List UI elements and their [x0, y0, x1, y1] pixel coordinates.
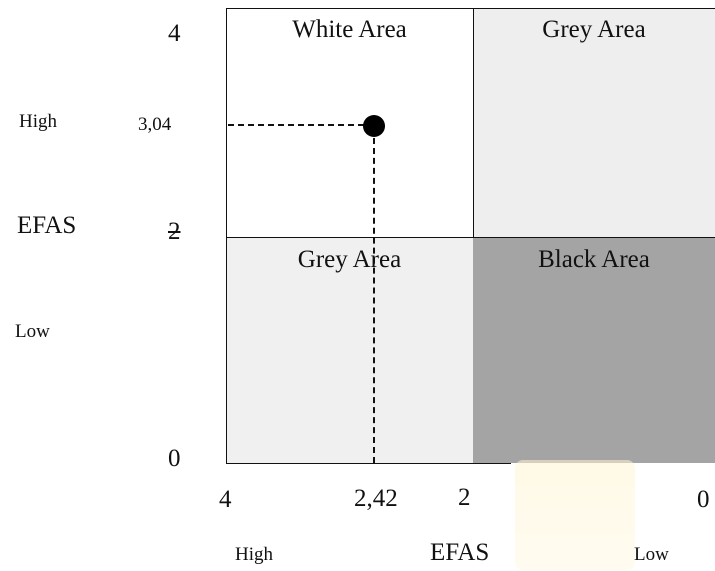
left-axis-line — [226, 8, 227, 464]
y-tick-0: 0 — [168, 445, 181, 472]
dashed-guide-vertical — [373, 128, 375, 463]
x-tick-0: 0 — [697, 486, 710, 513]
quadrant-black-area — [473, 237, 715, 463]
y-low-label: Low — [15, 321, 50, 342]
quadrant-white-area — [226, 8, 473, 237]
vertical-divider — [473, 8, 474, 237]
y-axis-title: EFAS — [17, 212, 77, 239]
dashed-guide-horizontal — [228, 124, 374, 126]
y-tick-2: 2 — [168, 218, 181, 245]
x-point-value-label: 2,42 — [354, 485, 398, 512]
horizontal-divider — [226, 237, 715, 238]
y-high-label: High — [19, 111, 57, 132]
outer-border-top — [226, 8, 715, 9]
x-high-label: High — [235, 544, 273, 565]
y-tick-4: 4 — [168, 20, 181, 47]
bottom-axis-line — [226, 463, 511, 464]
x-tick-2: 2 — [458, 484, 471, 511]
x-low-label: Low — [634, 544, 669, 565]
x-tick-4: 4 — [219, 486, 232, 513]
quadrant-grey-area-top-right — [473, 8, 715, 237]
x-axis-title: EFAS — [430, 539, 490, 566]
label-grey-area-top-right: Grey Area — [542, 16, 646, 43]
label-grey-area-bottom-left: Grey Area — [297, 246, 402, 273]
label-black-area: Black Area — [538, 246, 650, 273]
label-white-area: White Area — [292, 16, 407, 43]
quadrant-grey-area-bottom-left — [226, 237, 473, 463]
y-point-value-label: 3,04 — [138, 114, 172, 135]
position-point — [363, 115, 385, 137]
watermark-patch — [515, 460, 635, 570]
